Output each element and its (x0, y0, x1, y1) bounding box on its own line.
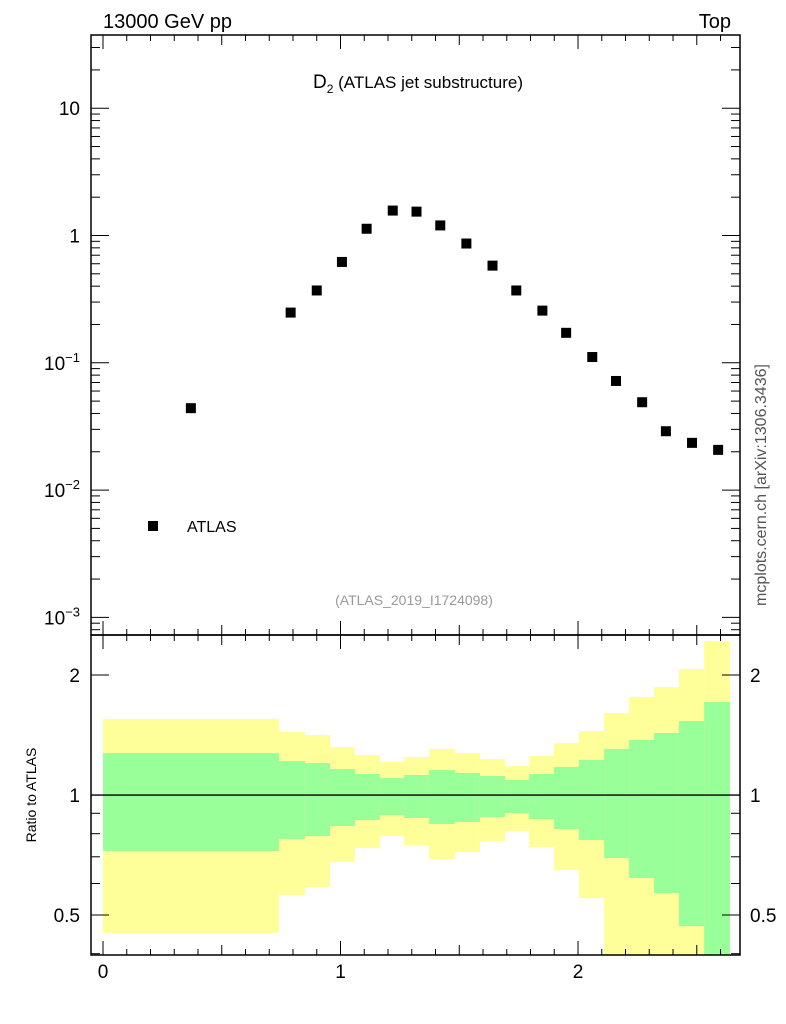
title-sub: 2 (327, 82, 334, 96)
process-label: Top (699, 11, 731, 33)
data-point (285, 307, 296, 318)
data-point (537, 305, 548, 316)
watermark: mcplots.cern.ch [arXiv:1306.3436] (753, 364, 770, 606)
green-band-bin (505, 779, 530, 814)
green-band-bin (554, 766, 579, 829)
y-tick-label: 10 (59, 99, 80, 120)
x-tick-label: 2 (573, 962, 584, 983)
energy-label: 13000 GeV pp (103, 11, 232, 33)
legend-marker (148, 521, 158, 531)
legend: ATLAS (148, 519, 237, 536)
green-band-bin (354, 774, 380, 820)
green-band-bin (678, 721, 705, 927)
title-rest: (ATLAS jet substructure) (333, 73, 523, 92)
data-point (185, 403, 196, 414)
data-point (687, 437, 698, 448)
x-tick-label: 1 (335, 962, 346, 983)
data-point (435, 220, 446, 231)
data-point (461, 238, 472, 249)
green-band-bin (704, 702, 731, 955)
y-tick-label: 10−3 (44, 604, 80, 629)
green-band-bin (479, 776, 506, 817)
data-point (411, 206, 422, 217)
main-frame (90, 34, 741, 636)
data-point (587, 352, 598, 363)
legend-label: ATLAS (187, 519, 237, 536)
title-main: D (313, 72, 327, 93)
y-tick-label: 1 (69, 227, 80, 248)
data-point (361, 223, 372, 234)
data-point (487, 260, 498, 271)
ratio-y-tick-label-right: 2 (750, 666, 761, 687)
green-band-bin (305, 763, 331, 837)
data-point (660, 426, 671, 437)
ratio-y-tick-label: 2 (69, 666, 80, 687)
y-tick-label: 10−2 (44, 477, 80, 502)
data-point (713, 444, 724, 455)
green-band-bin (654, 732, 679, 893)
data-point (611, 375, 622, 386)
ratio-bands (102, 641, 731, 955)
green-band-bin (330, 769, 355, 827)
green-band-bin (278, 761, 306, 839)
green-band-bin (429, 770, 455, 824)
green-band-bin (578, 760, 605, 841)
ratio-ylabel: Ratio to ATLAS (23, 748, 39, 843)
ratio-plot: 0 1 2 0.5 0.5 1 1 2 2 (54, 634, 776, 983)
main-plot: 10 1 10−1 10−2 10−3 (44, 34, 741, 955)
ratio-y-tick-label: 1 (69, 786, 80, 807)
chart-title: D2 (ATLAS jet substructure) (313, 72, 523, 96)
green-band-bin (604, 748, 630, 859)
green-band-bin (102, 753, 279, 851)
green-band-bin (629, 740, 655, 879)
data-point (387, 205, 398, 216)
green-band-bin (403, 774, 430, 818)
data-point (637, 397, 648, 408)
y-tick-label: 10−1 (44, 350, 80, 375)
green-band-bin (454, 772, 480, 822)
data-point (561, 327, 572, 338)
ratio-y-tick-label: 0.5 (54, 906, 80, 927)
data-point (336, 256, 347, 267)
data-point (511, 285, 522, 296)
analysis-id: (ATLAS_2019_I1724098) (335, 592, 493, 608)
ratio-y-tick-label-right: 0.5 (750, 906, 776, 927)
data-point (311, 285, 322, 296)
green-band-bin (379, 778, 404, 816)
green-band-bin (529, 774, 555, 819)
x-tick-label: 0 (98, 962, 109, 983)
ratio-y-tick-label-right: 1 (750, 786, 761, 807)
